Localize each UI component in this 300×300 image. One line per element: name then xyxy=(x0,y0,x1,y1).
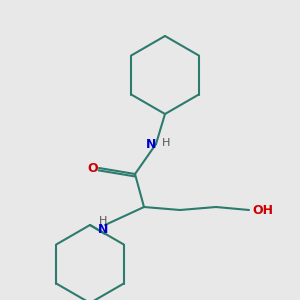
Text: H: H xyxy=(162,137,171,148)
Text: O: O xyxy=(88,161,98,175)
Text: H: H xyxy=(99,215,108,226)
Text: N: N xyxy=(146,137,157,151)
Text: N: N xyxy=(98,223,109,236)
Text: OH: OH xyxy=(252,203,273,217)
